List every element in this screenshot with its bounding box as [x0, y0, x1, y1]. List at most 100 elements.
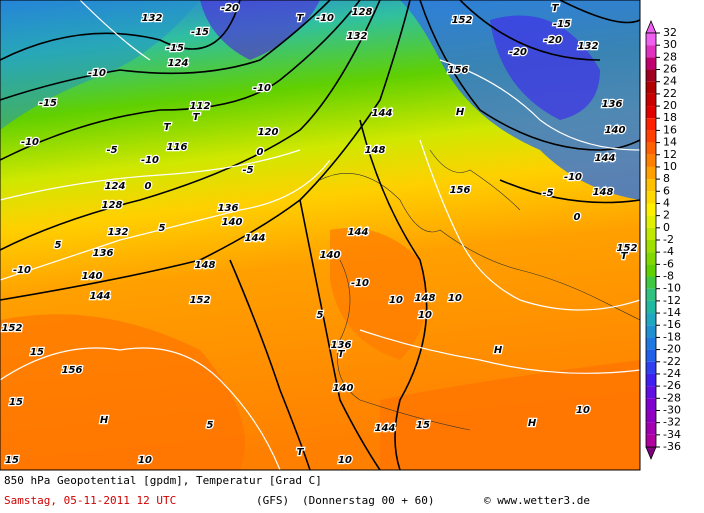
- scale-swatch: [646, 240, 656, 253]
- map-label: 15: [30, 347, 44, 358]
- scale-swatch: [646, 45, 656, 58]
- map-label: 10: [389, 295, 403, 306]
- map-label: -10: [351, 278, 369, 289]
- map-label: 124: [168, 58, 189, 69]
- map-label: 144: [375, 423, 396, 434]
- map-label: 144: [348, 227, 369, 238]
- scale-label: -20: [663, 343, 681, 356]
- map-label: 116: [167, 142, 188, 153]
- scale-label: -6: [663, 257, 674, 270]
- map-labels: -20T -10128132132152T-15-20132-20156-15-1…: [0, 2, 638, 468]
- map-label: -10: [564, 172, 582, 183]
- scale-label: -26: [663, 379, 681, 392]
- map-label: 144: [595, 153, 616, 164]
- scale-label: 24: [663, 75, 677, 88]
- map-label: -10: [13, 265, 31, 276]
- scale-label: 26: [663, 63, 677, 76]
- caption-model: (GFS): [256, 494, 289, 507]
- scale-label: 8: [663, 172, 670, 185]
- map-label: 128: [352, 7, 373, 18]
- map-label: 136: [93, 248, 114, 259]
- scale-swatch: [646, 288, 656, 301]
- map-label: 10: [418, 310, 432, 321]
- scale-label: 2: [663, 209, 670, 222]
- scale-label: 22: [663, 87, 677, 100]
- map-label: 140: [320, 250, 341, 261]
- scale-label: -16: [663, 318, 681, 331]
- scale-swatch: [646, 203, 656, 216]
- map-label: T: [297, 447, 305, 458]
- scale-label: -24: [663, 367, 681, 380]
- scale-label: 16: [663, 123, 677, 136]
- scale-swatch: [646, 142, 656, 155]
- scale-label: -22: [663, 355, 681, 368]
- map-label: 120: [258, 127, 279, 138]
- scale-swatch: [646, 373, 656, 387]
- scale-swatch: [646, 33, 656, 46]
- scale-label: -8: [663, 270, 674, 283]
- map-label: 15: [5, 455, 19, 466]
- map-label: 140: [605, 125, 626, 136]
- map-label: 132: [142, 13, 163, 24]
- color-scale: 32302826242220181614121086420-2-4-6-8-10…: [645, 19, 681, 461]
- map-label: 140: [333, 383, 354, 394]
- map-label: 156: [448, 65, 469, 76]
- map-label: 152: [617, 243, 638, 254]
- map-label: -15: [553, 19, 571, 30]
- map-label: -15: [39, 98, 57, 109]
- scale-swatch: [646, 422, 656, 435]
- map-label: 148: [195, 260, 216, 271]
- map-label: 0: [574, 212, 581, 223]
- map-label: -10: [141, 155, 159, 166]
- map-label: 10: [138, 455, 152, 466]
- map-label: -15: [166, 43, 184, 54]
- map-label: 144: [372, 108, 393, 119]
- scale-label: -30: [663, 403, 681, 416]
- caption-date: Samstag, 05-11-2011 12 UTC: [4, 494, 176, 507]
- map-label: 140: [222, 217, 243, 228]
- map-label: 0: [257, 147, 264, 158]
- map-label: -20: [221, 3, 239, 14]
- scale-label: 6: [663, 184, 670, 197]
- map-label: 15: [9, 397, 23, 408]
- scale-frame: [645, 32, 657, 448]
- scale-label: 20: [663, 99, 677, 112]
- map-label: 10: [338, 455, 352, 466]
- cold-core: [200, 0, 320, 60]
- scale-label: -34: [663, 428, 681, 441]
- warm-air: [330, 228, 427, 360]
- map-label: 156: [450, 185, 471, 196]
- map-label: -15: [191, 27, 209, 38]
- map-label: -10: [88, 68, 106, 79]
- map-label: T: [164, 122, 172, 133]
- scale-label: 12: [663, 148, 677, 161]
- map-label: 152: [2, 323, 23, 334]
- scale-label: -4: [663, 245, 674, 258]
- map-label: 0: [145, 181, 152, 192]
- scale-label: -12: [663, 294, 681, 307]
- scale-swatch: [646, 398, 656, 411]
- scale-label: 0: [663, 221, 670, 234]
- map-label: 15: [416, 420, 430, 431]
- map-label: T: [552, 3, 560, 14]
- scale-swatch: [646, 215, 656, 228]
- map-label: H: [528, 418, 537, 429]
- coastline: [319, 149, 641, 431]
- map-label: 148: [415, 293, 436, 304]
- map-label: 124: [105, 181, 126, 192]
- map-label: 152: [452, 15, 473, 26]
- map-label: 5: [207, 420, 214, 431]
- scale-label: -14: [663, 306, 681, 319]
- scale-label: 28: [663, 50, 677, 63]
- map-label: 156: [62, 365, 83, 376]
- scale-swatch: [646, 191, 656, 204]
- map-label: 148: [365, 145, 386, 156]
- map: -20T -10128132132152T-15-20132-20156-15-1…: [0, 0, 641, 471]
- scale-swatch: [646, 313, 656, 326]
- map-label: 5: [55, 240, 62, 251]
- map-label: 132: [347, 31, 368, 42]
- map-label: -20: [544, 35, 562, 46]
- map-label: T: [338, 349, 346, 360]
- map-label: 128: [102, 200, 123, 211]
